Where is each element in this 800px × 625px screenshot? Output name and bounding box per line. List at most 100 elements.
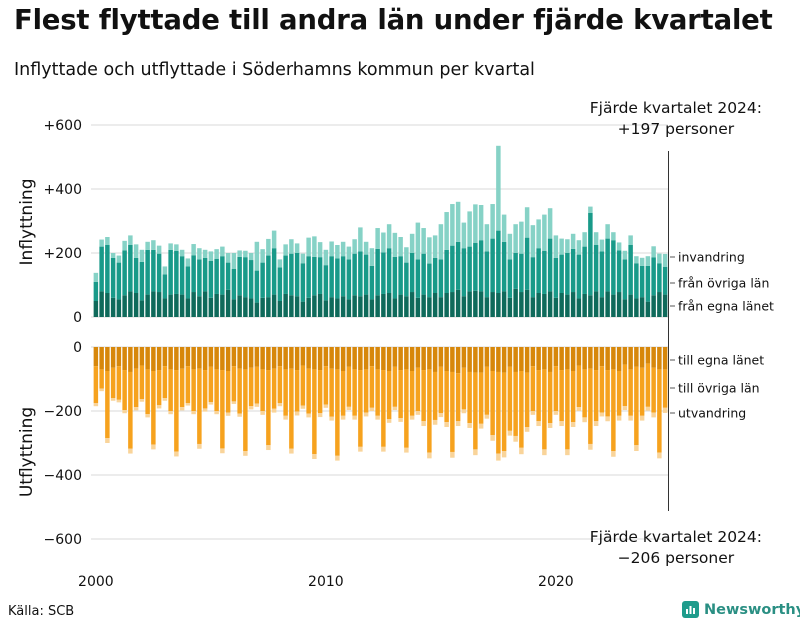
bar-outflow-own-county [593,347,599,371]
bar-outflow-other-counties [651,367,656,413]
bar-inflow-own-county [542,293,547,317]
bar-outflow-emigration [266,445,271,451]
bar-inflow-other-counties [168,249,173,295]
bar-inflow-other-counties [657,263,662,293]
bar-inflow-immigration [432,235,438,258]
bar-inflow-immigration [559,238,564,255]
bar-inflow-immigration [162,266,168,275]
bar-inflow-other-counties [105,245,110,293]
bar-inflow-own-county [358,296,363,317]
bar-inflow-immigration [128,235,133,245]
bar-outflow-own-county [409,347,415,371]
bar-outflow-emigration [277,403,283,407]
bar-outflow-other-counties [427,369,432,453]
bar-inflow-other-counties [162,274,168,299]
bar-inflow-own-county [392,298,398,317]
bar-inflow-own-county [484,297,490,317]
bar-outflow-emigration [214,411,219,415]
bar-outflow-emigration [616,415,622,421]
bar-outflow-other-counties [93,366,99,403]
bar-outflow-other-counties [519,371,524,448]
bar-outflow-own-county [611,347,616,370]
x-tick-label: 2020 [538,574,574,590]
bar-inflow-other-counties [346,259,352,300]
bar-outflow-other-counties [386,371,392,419]
bar-outflow-own-county [317,347,323,371]
bar-outflow-own-county [174,347,179,371]
bar-inflow-own-county [277,301,283,317]
bar-inflow-immigration [202,249,208,258]
bar-outflow-emigration [202,408,208,412]
outflow-bars [93,347,668,461]
bar-inflow-other-counties [421,253,426,295]
bar-inflow-other-counties [116,262,122,300]
bar-inflow-immigration [168,243,173,250]
bar-outflow-own-county [93,347,99,367]
bar-inflow-immigration [473,204,478,243]
bar-inflow-other-counties [478,240,484,292]
bar-outflow-other-counties [593,370,599,422]
bar-inflow-own-county [105,293,110,317]
bar-outflow-other-counties [611,369,616,451]
bar-outflow-other-counties [576,365,582,408]
bar-outflow-emigration [156,405,162,409]
bar-inflow-other-counties [628,245,633,295]
bar-inflow-other-counties [467,246,472,292]
bar-inflow-immigration [225,253,231,263]
bar-inflow-immigration [191,244,196,256]
bar-inflow-own-county [248,298,254,317]
bar-outflow-other-counties [622,364,628,407]
bar-outflow-emigration [128,448,133,454]
bar-inflow-immigration [156,245,162,254]
bar-inflow-own-county [473,290,478,317]
bar-inflow-own-county [174,293,179,317]
bar-inflow-immigration [243,250,248,258]
bar-inflow-immigration [576,240,582,255]
bar-inflow-other-counties [409,253,415,293]
bar-inflow-own-county [565,294,570,317]
bar-inflow-own-county [386,293,392,317]
bar-outflow-own-county [185,347,191,367]
bar-outflow-emigration [427,452,432,459]
newsworthy-brand[interactable]: Newsworthy [682,601,800,618]
bar-inflow-own-county [294,296,300,317]
bar-outflow-own-county [323,347,329,367]
bar-outflow-own-county [570,347,576,371]
bar-outflow-other-counties [105,371,110,439]
bar-inflow-own-county [599,297,605,317]
bar-inflow-own-county [243,297,248,317]
legend-label: invandring [678,250,745,265]
bar-outflow-emigration [599,412,605,417]
bar-outflow-own-county [461,347,467,368]
bar-inflow-other-counties [179,256,185,295]
bar-outflow-other-counties [277,366,283,403]
bar-inflow-own-county [168,294,173,317]
bar-inflow-own-county [421,294,426,317]
bar-outflow-other-counties [409,371,415,416]
bar-inflow-other-counties [335,258,340,299]
bar-inflow-other-counties [496,230,501,293]
bar-outflow-own-county [438,347,444,367]
bar-outflow-other-counties [300,365,306,406]
bar-inflow-immigration [622,250,628,260]
bar-inflow-immigration [530,225,536,258]
bar-outflow-emigration [300,405,306,409]
bar-outflow-emigration [651,412,656,418]
bar-outflow-own-county [340,347,346,371]
bar-outflow-emigration [645,406,651,411]
bar-outflow-own-county [231,347,237,367]
bar-outflow-other-counties [145,369,150,415]
bar-outflow-emigration [105,438,110,443]
bar-outflow-own-county [662,347,668,370]
bar-inflow-other-counties [248,260,254,299]
bar-outflow-other-counties [363,369,369,413]
bar-outflow-other-counties [168,369,173,411]
bar-outflow-other-counties [645,363,651,407]
bar-inflow-immigration [99,239,104,247]
bar-inflow-immigration [565,239,570,253]
bar-inflow-immigration [93,272,99,282]
bar-inflow-other-counties [501,241,507,292]
bar-outflow-own-county [294,347,300,371]
bar-inflow-immigration [208,251,214,261]
